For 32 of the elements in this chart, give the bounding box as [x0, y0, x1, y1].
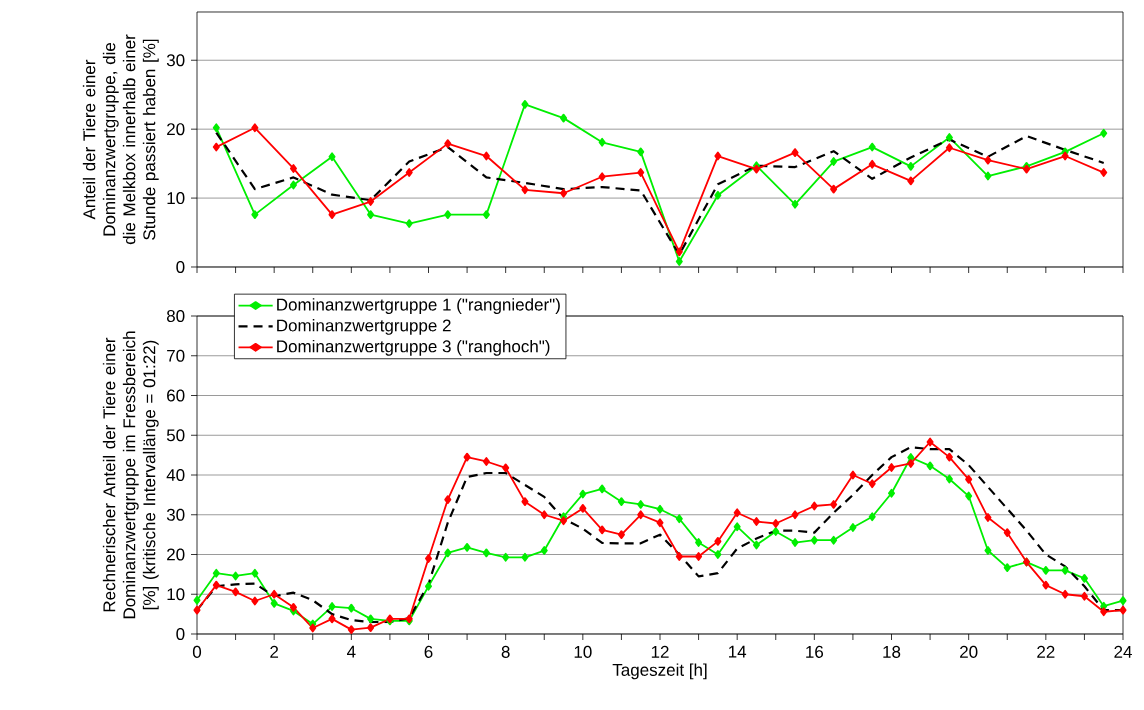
y-tick-label: 30	[166, 54, 185, 67]
x-tick-label: 16	[806, 645, 824, 658]
y-tick-label: 10	[167, 192, 185, 205]
x-tick-label: 8	[501, 645, 510, 658]
x-tick-label: 6	[424, 645, 433, 658]
y-tick-label: 0	[176, 260, 185, 274]
x-tick-label: 22	[1037, 645, 1055, 658]
x-tick-label: 4	[347, 645, 356, 658]
x-tick-label: 12	[651, 645, 669, 658]
y-tick-label: 10	[167, 588, 185, 601]
x-tick-label: 0	[192, 645, 202, 658]
x-tick-label: 2	[270, 645, 279, 658]
y-tick-label: 20	[167, 123, 185, 136]
x-tick-label: 14	[729, 645, 747, 658]
y-tick-label: 50	[166, 429, 185, 442]
y-tick-label: 20	[167, 548, 185, 561]
x-axis-title: Tageszeit [h]	[612, 663, 707, 680]
legend-label: Dominanzwertgruppe 3 ("ranghoch")	[277, 339, 550, 356]
y-axis-title: Rechnerischer Anteil der Tiere einer Dominanzwertgruppe im Fressbereich [%] (kritische Intervallänge = 01:22)	[102, 331, 159, 619]
x-tick-label: 20	[960, 645, 978, 658]
legend-label: Dominanzwertgruppe 1 ("rangnieder")	[277, 298, 560, 314]
y-tick-label: 70	[167, 349, 185, 362]
legend-label: Dominanzwertgruppe 2	[277, 319, 451, 335]
y-tick-label: 80	[166, 309, 185, 323]
x-tick-label: 18	[883, 645, 901, 658]
x-tick-label: 24	[1114, 645, 1132, 658]
y-tick-label: 30	[166, 508, 185, 521]
y-tick-label: 0	[176, 627, 185, 641]
x-tick-label: 10	[574, 645, 592, 658]
y-tick-label: 60	[167, 389, 185, 402]
y-axis-title: Anteil der Tiere einer Dominanzwertgruppe, die die Melkbox innerhalb einer Stunde passiert haben [%]	[82, 34, 159, 245]
y-tick-label: 40	[166, 468, 185, 482]
